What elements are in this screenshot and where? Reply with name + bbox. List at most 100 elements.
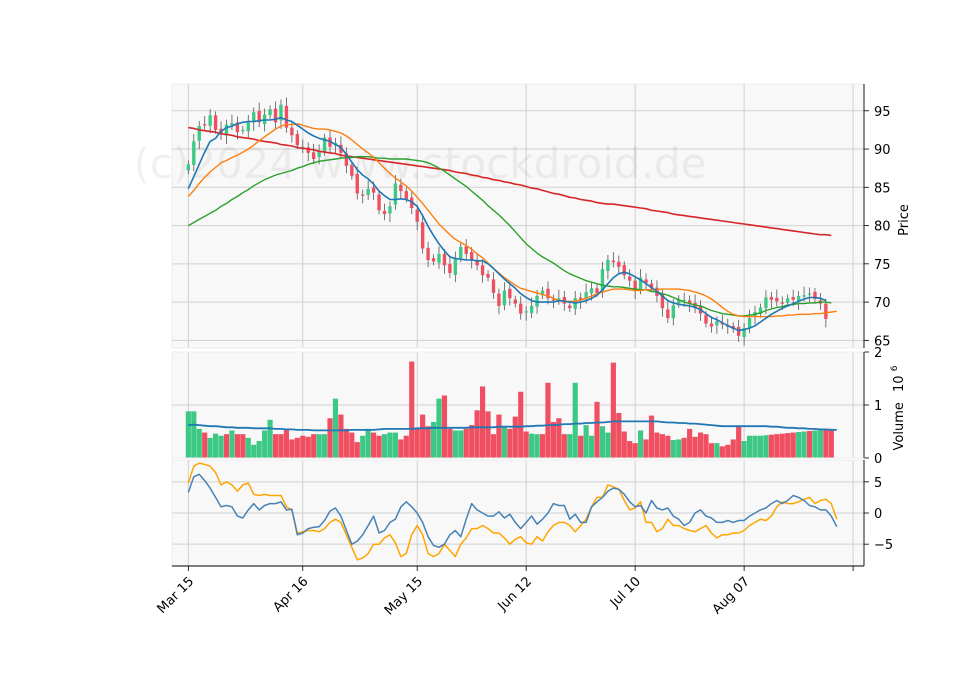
candle-body	[824, 303, 828, 319]
candle-body	[704, 314, 708, 324]
candle-body	[769, 296, 774, 300]
y-tick-label: 5	[874, 476, 882, 491]
candle-body	[366, 188, 370, 195]
volume-bar	[332, 398, 339, 458]
volume-series	[185, 361, 837, 458]
ma-short-line	[187, 116, 827, 332]
volume-bar	[741, 441, 747, 458]
volume-bar	[703, 434, 709, 458]
volume-bar	[479, 386, 486, 458]
candle-body	[317, 150, 321, 158]
volume-bar	[234, 434, 240, 458]
volume-axis-unit-exponent: 6	[890, 365, 900, 371]
candle-body	[426, 247, 430, 260]
candle-body	[786, 298, 790, 303]
candle-body	[540, 290, 545, 296]
volume-bar	[360, 435, 366, 458]
candle-body	[301, 146, 305, 148]
volume-axis-label: Volume	[892, 402, 907, 450]
volume-bar	[283, 428, 290, 458]
candle-body	[279, 104, 283, 121]
ma-long-line	[187, 155, 832, 317]
volume-bar	[567, 434, 573, 458]
candle-body	[371, 187, 376, 193]
candle-body	[273, 108, 278, 123]
volume-bar	[240, 434, 246, 458]
candle-body	[546, 288, 550, 299]
candle-body	[480, 265, 485, 276]
volume-bar	[523, 431, 529, 458]
volume-bar	[213, 433, 219, 458]
volume-bar	[490, 434, 497, 458]
candle-body	[235, 122, 240, 133]
volume-bar	[218, 435, 224, 458]
volume-bar	[349, 432, 355, 458]
volume-bar	[398, 439, 404, 458]
candle-body	[764, 297, 768, 309]
candle-body	[758, 307, 763, 314]
candle-body	[350, 165, 354, 176]
volume-bar	[757, 435, 764, 458]
candle-body	[666, 309, 670, 319]
candle-body	[742, 328, 746, 337]
volume-bar	[430, 421, 437, 458]
candle-body	[420, 222, 425, 249]
volume-bar	[207, 437, 213, 458]
volume-bar	[512, 416, 518, 458]
candle-body	[459, 246, 463, 259]
volume-bar	[501, 427, 507, 458]
volume-bar	[796, 432, 802, 458]
candle-body	[513, 299, 517, 304]
volume-bar	[605, 432, 611, 458]
y-tick-label: 1	[874, 399, 882, 414]
candle-body	[197, 126, 201, 141]
candle-body	[595, 288, 599, 293]
y-tick-label: 90	[874, 143, 891, 158]
y-tick-label: 0	[874, 507, 882, 522]
candle-body	[628, 276, 632, 281]
volume-bar	[763, 435, 769, 458]
volume-bar	[365, 428, 371, 458]
volume-bar	[381, 434, 388, 458]
volume-bar	[294, 437, 300, 458]
candle-body	[404, 191, 408, 199]
volume-bar	[327, 418, 333, 458]
volume-bar	[272, 434, 279, 458]
volume-bar	[474, 410, 480, 458]
x-tick-label: Jun 12	[495, 574, 535, 614]
volume-bar	[305, 436, 311, 458]
volume-bar	[659, 434, 665, 458]
volume-bar	[229, 430, 235, 458]
volume-bar	[681, 437, 687, 458]
volume-bar	[621, 431, 627, 458]
candle-body	[257, 111, 261, 123]
candle-body	[709, 323, 714, 327]
candle-body	[453, 257, 458, 275]
y-tick-label: 65	[874, 334, 891, 349]
x-tick-label: Apr 16	[270, 574, 311, 615]
price-panel	[172, 84, 864, 348]
volume-bar	[458, 430, 464, 458]
candle-body	[491, 279, 496, 293]
candle-body	[508, 288, 512, 299]
candle-body	[268, 109, 272, 116]
candle-body	[813, 291, 817, 300]
candle-body	[720, 323, 725, 325]
candle-body	[557, 298, 561, 300]
volume-bar	[692, 436, 698, 458]
volume-bar	[736, 426, 742, 458]
candle-body	[344, 153, 349, 166]
ma-200-line	[188, 126, 832, 237]
candle-body	[638, 277, 643, 290]
volume-ma-line	[188, 420, 837, 432]
volume-bar	[730, 439, 736, 458]
candle-body	[246, 122, 250, 132]
candle-body	[807, 293, 812, 295]
volume-bar	[447, 428, 453, 458]
candle-body	[519, 303, 523, 314]
candle-body	[589, 288, 594, 294]
y-tick-label: −5	[874, 538, 893, 553]
volume-bar	[376, 435, 382, 458]
volume-bar	[321, 434, 328, 458]
